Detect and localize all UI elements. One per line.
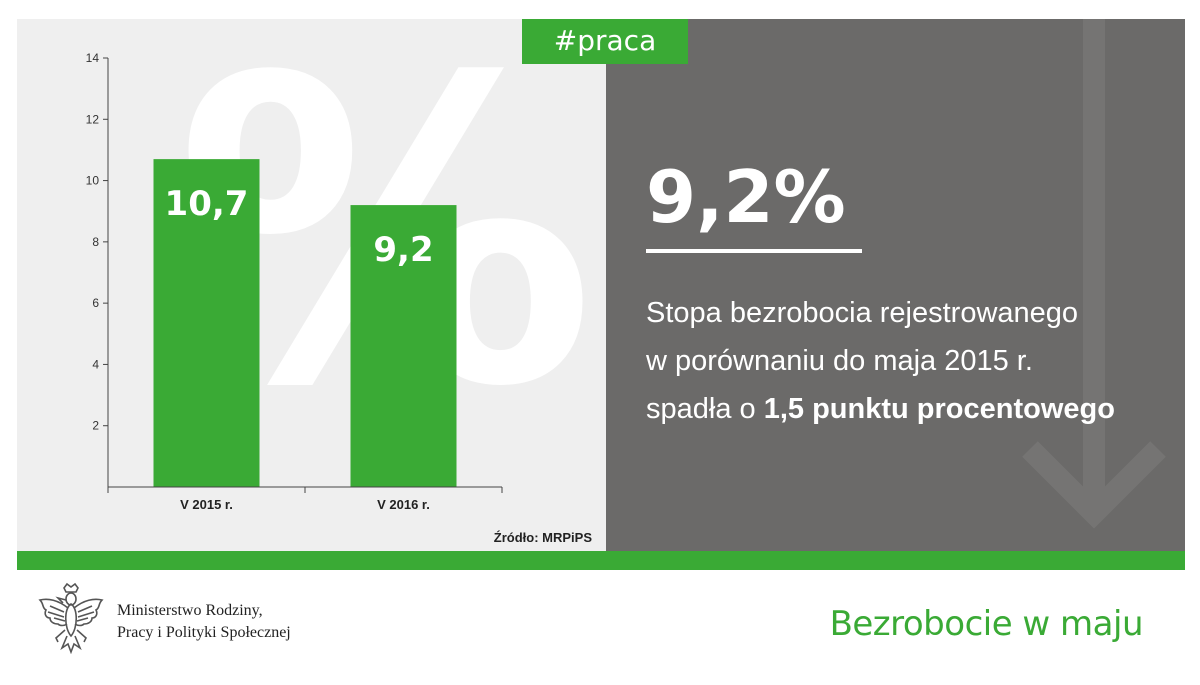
y-tick-label: 10 (86, 174, 100, 188)
footer-title: Bezrobocie w maju (829, 604, 1144, 644)
ministry-name-line-2: Pracy i Polityki Społecznej (117, 624, 291, 641)
down-arrow-background-icon (1022, 19, 1166, 529)
x-category-label: V 2016 r. (377, 497, 430, 512)
y-tick-label: 4 (92, 357, 99, 371)
source-note: Źródło: MRPiPS (493, 530, 592, 545)
description-line-3: spadła o 1,5 punktu procentowego (646, 385, 1176, 433)
footer: Ministerstwo Rodziny, Pracy i Polityki S… (0, 572, 1200, 685)
description-line-2: w porównaniu do maja 2015 r. (646, 345, 1033, 377)
x-category-label: V 2015 r. (180, 497, 233, 512)
description-line-1: Stopa bezrobocia rejestrowanego (646, 297, 1079, 329)
y-tick-label: 12 (86, 112, 100, 126)
bar (350, 205, 457, 488)
description-line-3-prefix: spadła o (646, 393, 764, 425)
ministry-name-line-1: Ministerstwo Rodziny, (117, 602, 263, 619)
description-text: Stopa bezrobocia rejestrowanego w porówn… (646, 289, 1176, 433)
polish-eagle-emblem-icon (38, 582, 104, 654)
headline-value: 9,2% (646, 155, 846, 239)
hashtag-badge: #praca (522, 19, 688, 64)
y-tick-label: 6 (92, 296, 99, 310)
ministry-name: Ministerstwo Rodziny, Pracy i Polityki S… (117, 600, 291, 644)
y-tick-label: 2 (92, 419, 99, 433)
info-panel: 9,2% Stopa bezrobocia rejestrowanego w p… (606, 19, 1185, 551)
data-label: 9,2 (373, 230, 433, 270)
y-tick-label: 14 (86, 51, 100, 65)
description-line-3-highlight: 1,5 punktu procentowego (763, 393, 1115, 425)
green-stripe (17, 551, 1185, 570)
bar (153, 159, 260, 487)
data-label: 10,7 (165, 184, 249, 224)
y-tick-label: 8 (92, 235, 99, 249)
headline-underline (646, 249, 862, 253)
